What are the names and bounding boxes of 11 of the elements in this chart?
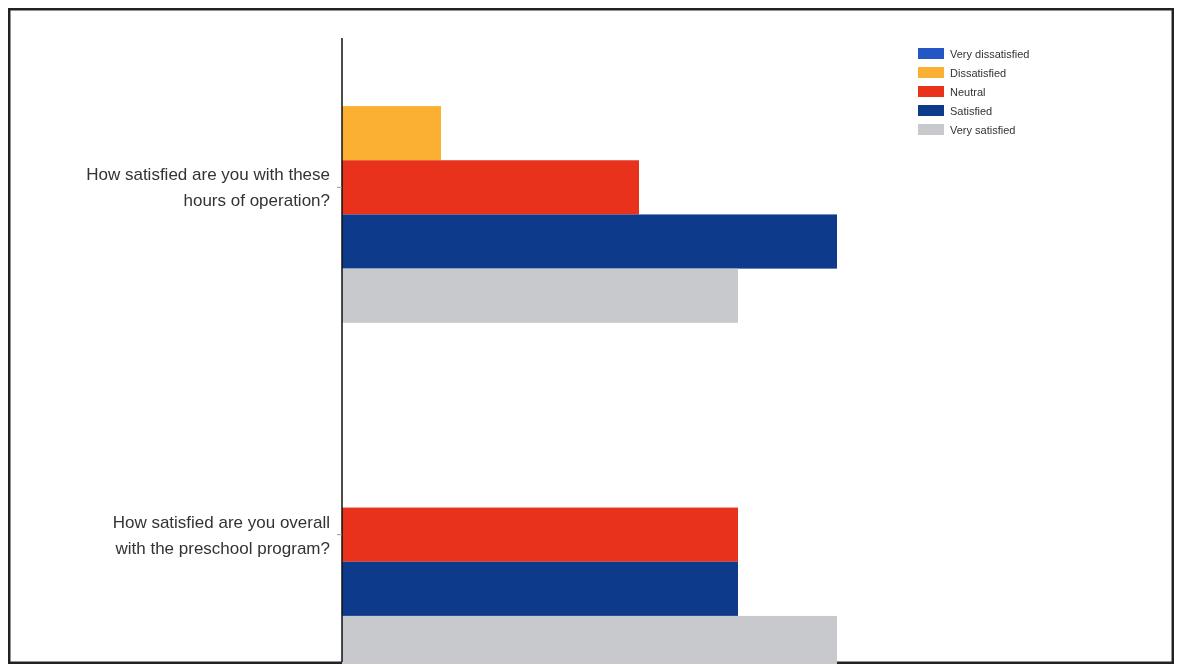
bar: [342, 507, 738, 562]
bar: [342, 106, 441, 161]
legend-label: Satisfied: [950, 105, 993, 117]
bar: [342, 214, 837, 269]
legend-label: Dissatisfied: [950, 67, 1007, 79]
legend-label: Neutral: [950, 86, 986, 98]
legend-label: Very dissatisfied: [950, 48, 1030, 60]
legend-label: Very satisfied: [950, 124, 1016, 136]
bar: [342, 160, 639, 215]
y-tick-label: How satisfied are you with these hours of operation?: [86, 165, 330, 211]
y-tick-label: How satisfied are you overall with the preschool program?: [112, 512, 330, 558]
